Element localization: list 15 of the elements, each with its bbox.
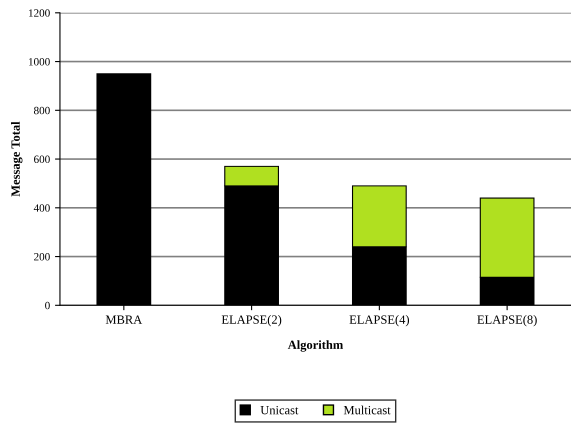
- x-tick-label: ELAPSE(4): [350, 315, 410, 326]
- y-tick-label: 200: [34, 253, 50, 261]
- legend-label: Multicast: [344, 406, 391, 414]
- x-axis-title: Algorithm: [288, 340, 344, 352]
- y-tick-label: 400: [34, 204, 50, 212]
- x-tick-label: ELAPSE(2): [222, 315, 282, 326]
- legend-label: Unicast: [260, 406, 298, 414]
- x-tick-label: ELAPSE(8): [477, 315, 537, 326]
- y-tick-label: 0: [45, 302, 50, 310]
- y-tick-label: 1000: [28, 58, 50, 66]
- y-tick-label: 600: [34, 156, 50, 164]
- y-tick-label: 800: [34, 106, 50, 114]
- y-axis-title: Message Total: [11, 122, 22, 197]
- y-tick-label: 1200: [28, 9, 50, 17]
- x-tick-label: MBRA: [106, 315, 142, 324]
